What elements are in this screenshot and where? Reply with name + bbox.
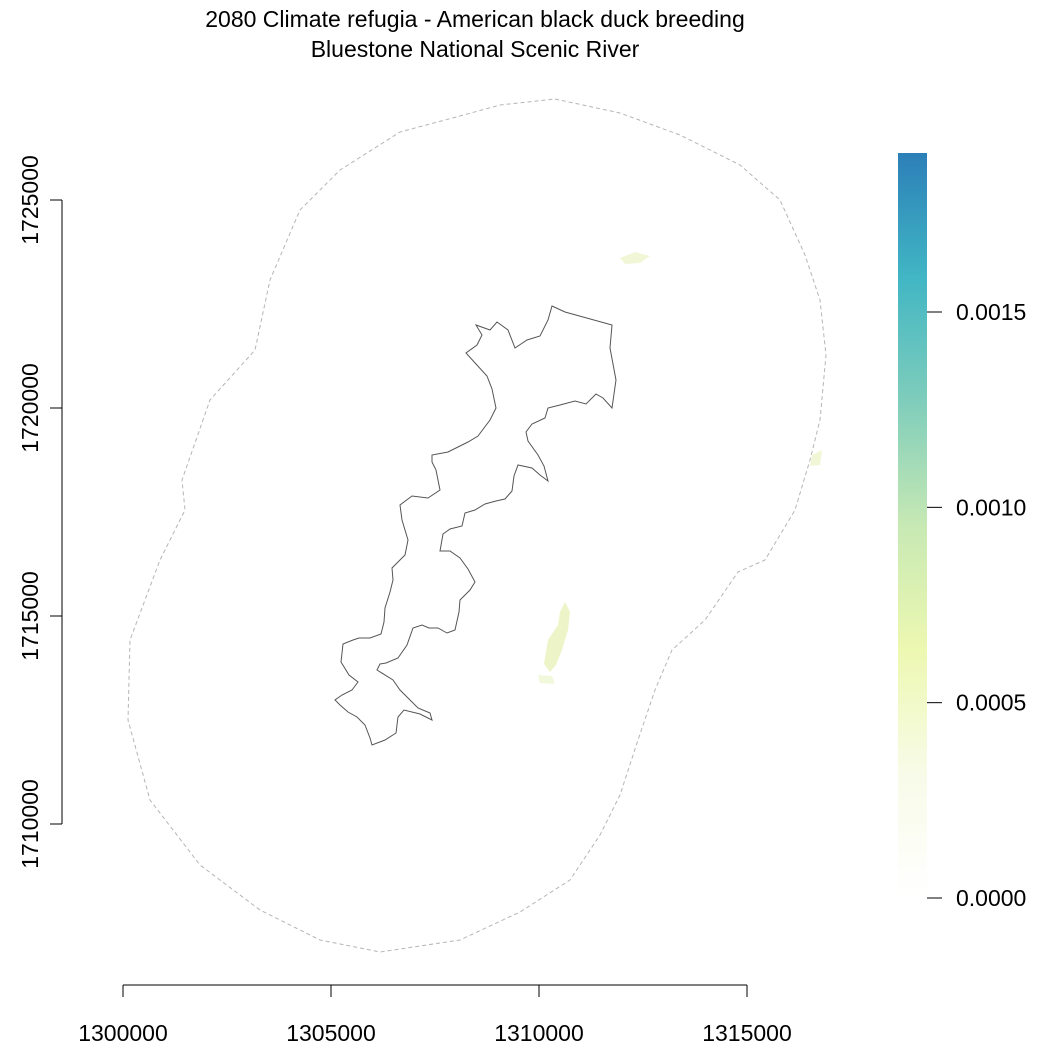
map-title: 2080 Climate refugia - American black du… (205, 6, 745, 32)
park-boundary (334, 305, 617, 746)
legend-tick-label: 0.0010 (956, 494, 1026, 520)
legend-tick-label: 0.0005 (956, 690, 1026, 716)
refugia-patch (810, 450, 822, 466)
legend-tick-label: 0.0000 (956, 885, 1026, 911)
color-legend: 0.0000 0.0005 0.0010 0.0015 (898, 153, 1026, 911)
y-tick-label: 1725000 (17, 155, 43, 245)
x-axis: 1300000 1305000 1310000 1315000 (78, 984, 792, 1046)
refugia-patch (538, 675, 555, 684)
x-tick-label: 1315000 (702, 1020, 792, 1046)
buffer-outline (127, 98, 827, 953)
y-tick-label: 1710000 (17, 779, 43, 869)
map-subtitle: Bluestone National Scenic River (310, 36, 640, 62)
refugia-patch (544, 602, 570, 672)
y-tick-label: 1715000 (17, 571, 43, 661)
refugia-patch (620, 252, 650, 264)
y-tick-label: 1720000 (17, 363, 43, 453)
x-tick-label: 1300000 (78, 1020, 168, 1046)
legend-tick-label: 0.0015 (956, 299, 1026, 325)
y-axis: 1710000 1715000 1720000 1725000 (17, 155, 63, 869)
x-tick-label: 1310000 (494, 1020, 584, 1046)
legend-color-bar (898, 153, 927, 898)
x-tick-label: 1305000 (286, 1020, 376, 1046)
